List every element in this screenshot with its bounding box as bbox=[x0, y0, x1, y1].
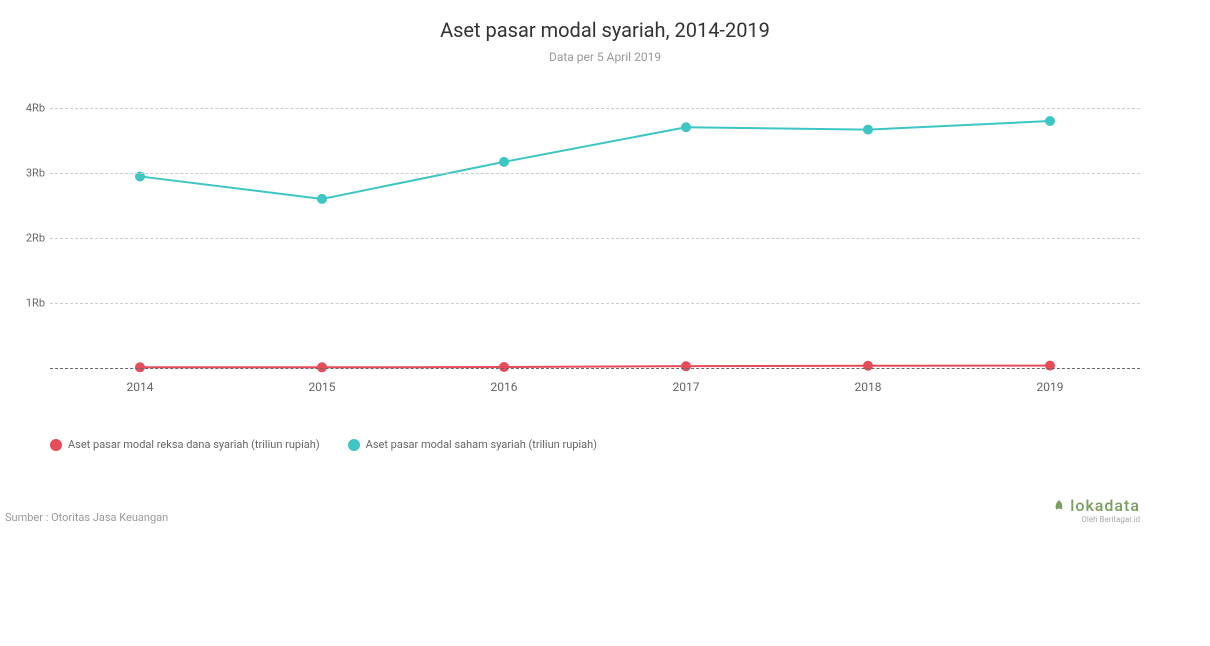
source-label: Sumber : Otoritas Jasa Keuangan bbox=[5, 511, 168, 524]
series-marker-saham bbox=[499, 157, 509, 167]
x-tick-label: 2014 bbox=[127, 380, 154, 394]
x-tick-label: 2016 bbox=[491, 380, 518, 394]
series-marker-saham bbox=[1045, 116, 1055, 126]
y-tick-label: 2Rb bbox=[10, 232, 45, 245]
legend: Aset pasar modal reksa dana syariah (tri… bbox=[50, 438, 597, 451]
series-marker-reksa bbox=[1045, 361, 1055, 371]
y-tick-label: 3Rb bbox=[10, 167, 45, 180]
gridline bbox=[50, 303, 1140, 304]
zero-line bbox=[50, 368, 1140, 369]
series-line-saham bbox=[140, 121, 1050, 199]
gridline bbox=[50, 238, 1140, 239]
y-tick-label: 4Rb bbox=[10, 102, 45, 115]
x-tick-label: 2019 bbox=[1037, 380, 1064, 394]
brand-sub: Oleh Beritagar.id bbox=[1052, 515, 1140, 524]
series-marker-reksa bbox=[681, 361, 691, 371]
x-tick-label: 2018 bbox=[855, 380, 882, 394]
legend-item-reksa: Aset pasar modal reksa dana syariah (tri… bbox=[50, 438, 320, 451]
series-marker-saham bbox=[317, 194, 327, 204]
series-marker-saham bbox=[681, 122, 691, 132]
legend-marker bbox=[348, 439, 360, 451]
chart-title: Aset pasar modal syariah, 2014-2019 bbox=[0, 18, 1210, 42]
legend-item-saham: Aset pasar modal saham syariah (triliun … bbox=[348, 438, 597, 451]
x-tick-label: 2017 bbox=[673, 380, 700, 394]
series-marker-saham bbox=[863, 125, 873, 135]
brand-logo: lokadata Oleh Beritagar.id bbox=[1052, 496, 1140, 524]
legend-label: Aset pasar modal reksa dana syariah (tri… bbox=[68, 438, 320, 451]
plot-area: 1Rb2Rb3Rb4Rb201420152016201720182019 bbox=[50, 108, 1140, 368]
gridline bbox=[50, 173, 1140, 174]
leaf-icon bbox=[1052, 499, 1066, 513]
chart-subtitle: Data per 5 April 2019 bbox=[0, 50, 1210, 64]
legend-label: Aset pasar modal saham syariah (triliun … bbox=[366, 438, 597, 451]
chart-area: 1Rb2Rb3Rb4Rb201420152016201720182019 bbox=[10, 108, 1140, 368]
brand-name: lokadata bbox=[1070, 496, 1140, 515]
legend-marker bbox=[50, 439, 62, 451]
y-tick-label: 1Rb bbox=[10, 297, 45, 310]
series-marker-reksa bbox=[863, 361, 873, 371]
gridline bbox=[50, 108, 1140, 109]
x-tick-label: 2015 bbox=[309, 380, 336, 394]
